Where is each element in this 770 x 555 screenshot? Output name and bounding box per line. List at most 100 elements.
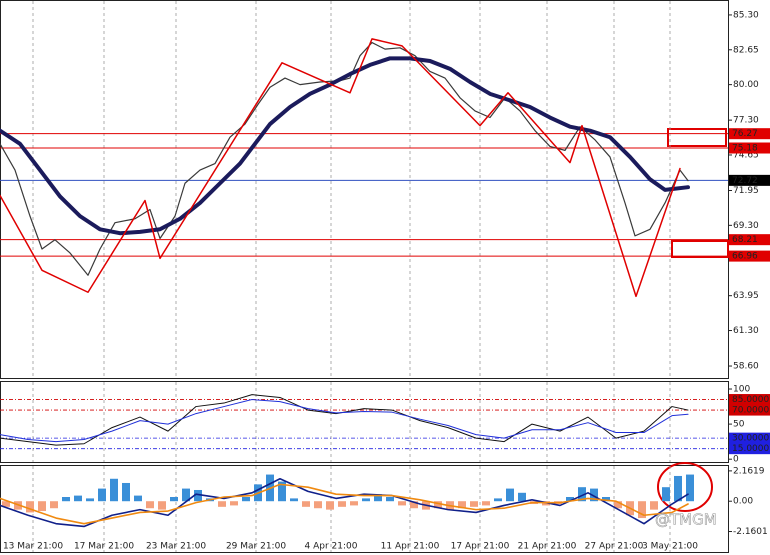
series-line: [0, 477, 689, 528]
x-tick-label: 23 Mar 21:00: [146, 542, 206, 552]
histogram-bar: [398, 501, 406, 506]
level-label: 85.0000: [732, 395, 769, 405]
histogram-bar: [290, 498, 298, 502]
histogram-bar: [230, 501, 238, 506]
y-tick-label: 100: [733, 385, 750, 395]
level-label-bg: [729, 432, 770, 444]
level-label: 72.72: [732, 176, 758, 186]
histogram-bar: [218, 501, 226, 507]
histogram-bar: [650, 501, 658, 510]
x-tick-label: 3 May 21:00: [642, 542, 698, 552]
histogram-bar: [686, 474, 694, 502]
price-panel: [0, 0, 729, 379]
series-line: [0, 399, 689, 443]
level-label-bg: [729, 250, 770, 262]
y-tick-label: 0.00: [733, 497, 753, 507]
watermark: @TMGM: [655, 511, 717, 529]
y-tick-label: 69.30: [733, 221, 759, 231]
x-tick-label: 11 Apr 21:00: [381, 542, 440, 552]
histogram-bar: [86, 498, 94, 502]
y-tick-label: 61.30: [733, 326, 759, 336]
histogram-bar: [278, 481, 286, 502]
y-tick-label: 58.60: [733, 362, 759, 372]
histogram-bar: [182, 488, 190, 502]
histogram-bar: [242, 497, 250, 502]
histogram-bar: [602, 497, 610, 502]
histogram-bar: [110, 478, 118, 502]
highlight-circle: [657, 462, 713, 512]
histogram-bar: [566, 497, 574, 502]
histogram-bar: [374, 494, 382, 502]
level-label-bg: [729, 443, 770, 455]
histogram-bar: [434, 501, 442, 509]
histogram-bar: [146, 501, 154, 509]
level-label: 68.21: [732, 235, 758, 245]
y-tick-label: 80.00: [733, 80, 759, 90]
y-tick-label: 74.65: [733, 150, 759, 160]
histogram-bar: [2, 501, 10, 507]
x-tick-label: 29 Mar 21:00: [226, 542, 286, 552]
x-tick-label: 27 Apr 21:00: [585, 542, 644, 552]
highlight-box: [667, 128, 727, 147]
series-line: [0, 394, 689, 446]
histogram-bar: [38, 501, 46, 512]
histogram-bar: [50, 501, 58, 509]
macd-panel: [0, 465, 729, 553]
level-label-bg: [729, 404, 770, 416]
level-label-bg: [729, 394, 770, 406]
histogram-bar: [62, 497, 70, 502]
histogram-bar: [350, 501, 358, 506]
level-label: 15.0000: [732, 444, 769, 454]
level-label: 75.18: [732, 144, 758, 154]
y-tick-label: 71.95: [733, 186, 759, 196]
y-tick-label: 2.1619: [733, 466, 765, 476]
level-label: 70.0000: [732, 406, 769, 416]
y-tick-label: -2.1601: [733, 527, 768, 537]
histogram-bar: [302, 501, 310, 507]
histogram-bar: [338, 501, 346, 507]
y-tick-label: 50: [733, 420, 745, 430]
histogram-bar: [170, 497, 178, 502]
series-line: [0, 483, 689, 525]
histogram-bar: [98, 488, 106, 502]
histogram-bar: [326, 501, 334, 510]
histogram-bar: [494, 498, 502, 502]
histogram-bar: [134, 495, 142, 502]
y-tick-label: 63.95: [733, 291, 759, 301]
histogram-bar: [518, 492, 526, 502]
series-line: [0, 56, 690, 236]
histogram-bar: [362, 498, 370, 502]
level-label: 66.96: [732, 252, 758, 262]
histogram-bar: [74, 495, 82, 502]
histogram-bar: [470, 501, 478, 507]
x-tick-label: 4 Apr 21:00: [305, 542, 358, 552]
histogram-bar: [638, 501, 646, 519]
histogram-bar: [158, 501, 166, 510]
histogram-bar: [578, 487, 586, 502]
histogram-bar: [194, 489, 202, 502]
histogram-bar: [506, 488, 514, 502]
y-tick-label: 82.65: [733, 45, 759, 55]
level-label: 30.0000: [732, 434, 769, 444]
highlight-box: [671, 240, 729, 258]
histogram-bar: [674, 475, 682, 502]
x-tick-label: 17 Mar 21:00: [74, 542, 134, 552]
y-tick-label: 0: [733, 455, 739, 465]
histogram-bar: [482, 501, 490, 506]
histogram-bar: [122, 482, 130, 502]
level-label: 76.27: [732, 129, 758, 139]
level-label-bg: [729, 142, 770, 154]
y-tick-label: 77.30: [733, 116, 759, 126]
level-label-bg: [729, 234, 770, 246]
x-tick-label: 17 Apr 21:00: [451, 542, 510, 552]
histogram-bar: [410, 501, 418, 509]
x-tick-label: 21 Apr 21:00: [518, 542, 577, 552]
histogram-bar: [614, 501, 622, 509]
histogram-bar: [662, 487, 670, 502]
histogram-bar: [590, 488, 598, 502]
series-line: [0, 38, 681, 298]
level-label-bg: [729, 174, 770, 186]
histogram-bar: [458, 501, 466, 509]
